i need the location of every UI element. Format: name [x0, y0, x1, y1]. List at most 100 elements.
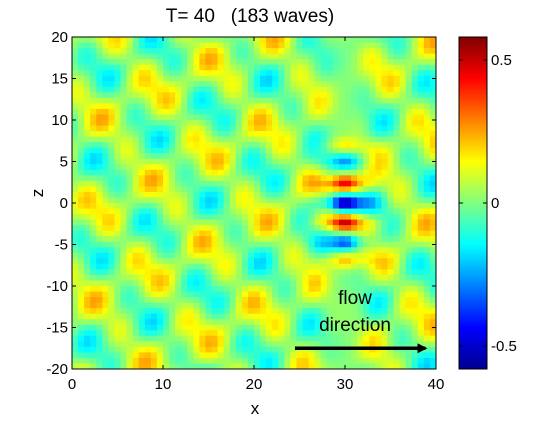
heatmap-cell — [363, 258, 370, 265]
heatmap-cell — [302, 297, 310, 304]
heatmap-cell — [235, 86, 243, 93]
heatmap-cell — [320, 219, 328, 226]
heatmap-cell — [132, 319, 140, 326]
heatmap-cell — [217, 136, 225, 143]
heatmap-cell — [217, 241, 225, 248]
heatmap-cell — [375, 136, 382, 143]
heatmap-cell — [247, 252, 255, 259]
heatmap-cell — [429, 225, 436, 232]
heatmap-cell — [320, 97, 328, 104]
heatmap-cell — [181, 230, 188, 237]
heatmap-cell — [423, 59, 431, 66]
heatmap-cell — [278, 341, 285, 348]
heatmap-cell — [150, 158, 158, 165]
heatmap-cell — [132, 114, 140, 121]
heatmap-cell — [156, 335, 164, 342]
heatmap-cell — [332, 53, 340, 60]
heatmap-cell — [138, 341, 146, 348]
heatmap-cell — [308, 153, 316, 160]
heatmap-cell — [223, 286, 231, 293]
heatmap-cell — [393, 286, 401, 293]
heatmap-cell — [175, 120, 182, 127]
heatmap-cell — [96, 324, 103, 331]
heatmap-cell — [405, 59, 413, 66]
heatmap-cell — [278, 86, 285, 93]
heatmap-cell — [187, 37, 194, 44]
heatmap-cell — [423, 131, 431, 138]
heatmap-cell — [423, 352, 431, 359]
heatmap-cell — [357, 37, 364, 44]
heatmap-cell — [302, 59, 310, 66]
heatmap-cell — [254, 352, 261, 359]
heatmap-cell — [411, 125, 419, 132]
heatmap-cell — [90, 125, 97, 132]
heatmap-cell — [193, 158, 200, 165]
heatmap-cell — [429, 236, 436, 243]
heatmap-cell — [78, 97, 85, 104]
heatmap-cell — [296, 247, 304, 254]
heatmap-cell — [247, 308, 255, 315]
heatmap-cell — [156, 169, 164, 176]
heatmap-cell — [78, 186, 85, 193]
heatmap-cell — [411, 37, 419, 44]
heatmap-cell — [235, 125, 243, 132]
y-tick-label: 0 — [60, 195, 68, 212]
heatmap-cell — [193, 324, 200, 331]
heatmap-cell — [260, 203, 267, 210]
heatmap-cell — [163, 164, 170, 171]
heatmap-cell — [199, 208, 207, 215]
heatmap-cell — [308, 147, 316, 154]
heatmap-cell — [254, 214, 261, 221]
heatmap-cell — [138, 70, 146, 77]
heatmap-cell — [217, 341, 225, 348]
heatmap-cell — [320, 330, 328, 337]
heatmap-cell — [326, 230, 334, 237]
heatmap-cell — [132, 324, 140, 331]
x-tick-label: 20 — [246, 376, 263, 393]
heatmap-cell — [345, 241, 352, 248]
heatmap-cell — [108, 286, 116, 293]
heatmap-cell — [411, 274, 419, 282]
heatmap-cell — [357, 42, 364, 49]
heatmap-cell — [138, 346, 146, 353]
heatmap-cell — [138, 125, 146, 132]
heatmap-cell — [102, 352, 109, 359]
heatmap-cell — [72, 286, 79, 293]
heatmap-cell — [187, 319, 194, 326]
heatmap-cell — [193, 175, 200, 182]
heatmap-cell — [314, 191, 322, 199]
heatmap-cell — [138, 263, 146, 270]
heatmap-cell — [393, 274, 401, 282]
heatmap-cell — [363, 48, 370, 55]
heatmap-cell — [108, 324, 116, 331]
heatmap-cell — [399, 42, 407, 49]
heatmap-cell — [387, 236, 395, 243]
heatmap-cell — [302, 81, 310, 88]
heatmap-cell — [308, 236, 316, 243]
heatmap-cell — [302, 247, 310, 254]
heatmap-cell — [181, 335, 188, 342]
heatmap-cell — [302, 241, 310, 248]
colorbar-tick-label: 0 — [491, 195, 499, 212]
heatmap-cell — [193, 319, 200, 326]
heatmap-cell — [357, 269, 364, 276]
heatmap-cell — [138, 37, 146, 44]
heatmap-cell — [399, 297, 407, 304]
heatmap-cell — [387, 114, 395, 121]
heatmap-cell — [223, 241, 231, 248]
heatmap-cell — [199, 214, 207, 221]
heatmap-cell — [223, 42, 231, 49]
heatmap-cell — [345, 313, 352, 320]
heatmap-cell — [163, 341, 170, 348]
heatmap-cell — [150, 64, 158, 71]
heatmap-cell — [235, 219, 243, 226]
heatmap-cell — [163, 252, 170, 259]
heatmap-cell — [417, 203, 425, 210]
heatmap-cell — [393, 169, 401, 176]
heatmap-cell — [132, 70, 140, 77]
heatmap-cell — [211, 236, 219, 243]
heatmap-cell — [369, 363, 376, 369]
heatmap-cell — [405, 208, 413, 215]
heatmap-cell — [423, 175, 431, 182]
heatmap-cell — [320, 280, 328, 287]
